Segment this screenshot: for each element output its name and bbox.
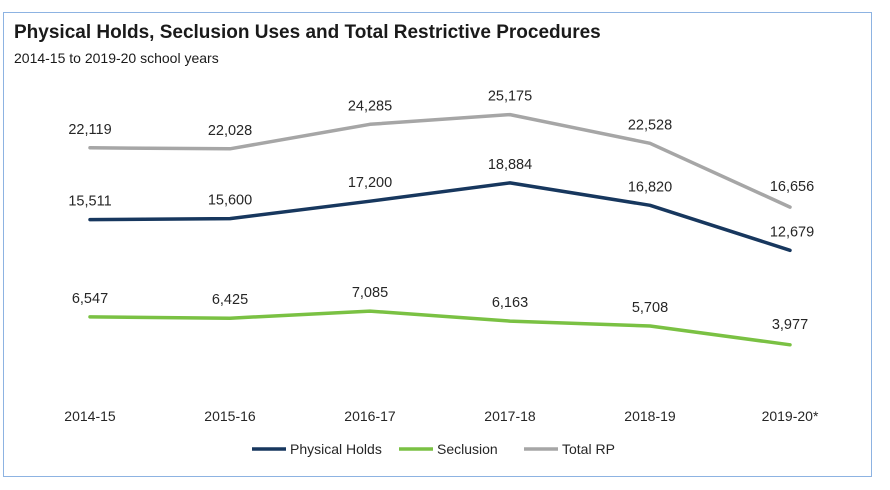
data-label-seclusion: 5,708 xyxy=(632,300,668,316)
data-label-seclusion: 6,163 xyxy=(492,295,528,311)
x-axis-ticks: 2014-15 2015-16 2016-17 2017-18 2018-19 2019-… xyxy=(64,408,819,424)
legend-label-physical-holds: Physical Holds xyxy=(290,441,382,457)
data-label-seclusion: 6,425 xyxy=(212,292,248,308)
data-label-total-rp: 22,028 xyxy=(208,123,252,139)
data-label-total-rp: 16,656 xyxy=(770,179,814,195)
x-tick-label: 2016-17 xyxy=(344,408,396,424)
x-tick-label: 2017-18 xyxy=(484,408,536,424)
data-label-physical-holds: 15,511 xyxy=(68,194,111,210)
data-label-seclusion: 3,977 xyxy=(772,317,808,333)
data-label-layer: 15,511 15,600 17,200 18,884 16,820 12,679 6,54… xyxy=(68,89,814,333)
data-label-physical-holds: 15,600 xyxy=(208,193,252,209)
data-label-seclusion: 6,547 xyxy=(72,291,108,307)
series-line-total-rp xyxy=(88,112,792,209)
chart-frame xyxy=(3,12,872,477)
data-label-seclusion: 7,085 xyxy=(352,285,388,301)
data-label-physical-holds: 17,200 xyxy=(348,175,392,191)
data-label-total-rp: 25,175 xyxy=(488,89,532,105)
series-line-seclusion xyxy=(88,309,792,347)
data-label-total-rp: 24,285 xyxy=(348,98,392,114)
x-tick-label: 2019-20* xyxy=(762,408,819,424)
chart-subtitle: 2014-15 to 2019-20 school years xyxy=(14,50,219,66)
data-label-total-rp: 22,528 xyxy=(628,117,672,133)
data-label-physical-holds: 12,679 xyxy=(770,224,814,240)
series-layer xyxy=(88,112,792,347)
data-label-physical-holds: 16,820 xyxy=(628,179,672,195)
series-line-physical-holds xyxy=(88,181,792,253)
x-tick-label: 2018-19 xyxy=(624,408,676,424)
legend-label-total-rp: Total RP xyxy=(562,441,615,457)
x-tick-label: 2015-16 xyxy=(204,408,256,424)
data-label-total-rp: 22,119 xyxy=(68,122,111,138)
legend-label-seclusion: Seclusion xyxy=(437,441,498,457)
x-tick-label: 2014-15 xyxy=(64,408,116,424)
data-label-physical-holds: 18,884 xyxy=(488,157,532,173)
legend: Physical Holds Seclusion Total RP xyxy=(252,441,615,457)
chart-title: Physical Holds, Seclusion Uses and Total… xyxy=(14,22,601,43)
